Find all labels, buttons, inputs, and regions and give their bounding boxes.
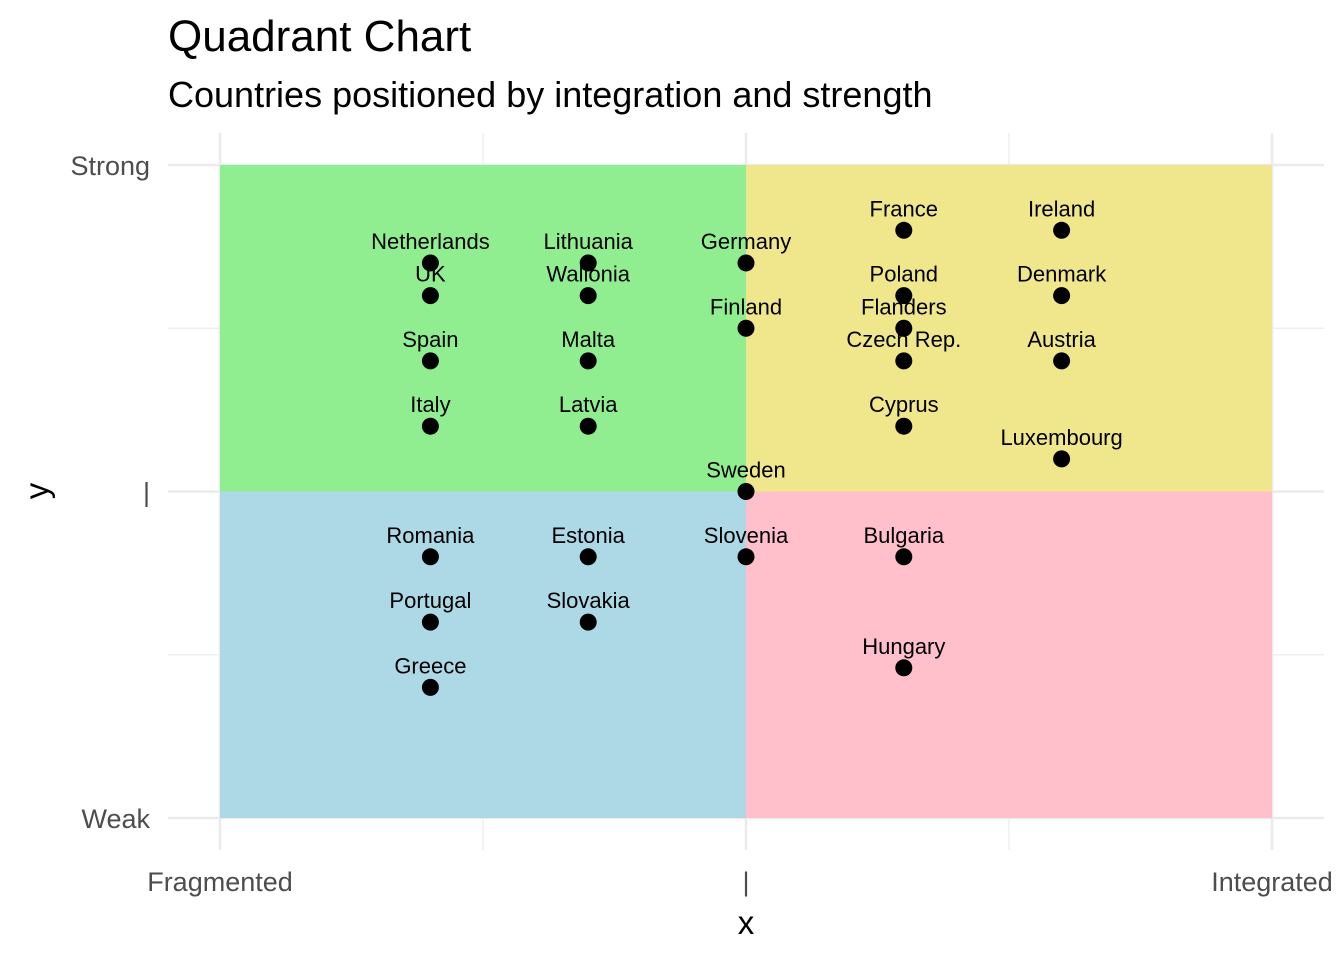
- data-point: [1053, 221, 1071, 239]
- y-tick-label: Weak: [81, 804, 150, 834]
- data-point: [579, 254, 597, 272]
- x-tick-label: |: [742, 867, 749, 897]
- point-layer: [421, 221, 1071, 696]
- data-point: [737, 548, 755, 566]
- data-point: [421, 287, 439, 305]
- point-label: Poland: [870, 262, 939, 287]
- data-point: [421, 417, 439, 435]
- data-point: [895, 221, 913, 239]
- y-tick-label: Strong: [70, 151, 150, 181]
- point-label: Czech Rep.: [846, 327, 961, 352]
- data-point: [421, 254, 439, 272]
- quadrant-bottom-right: [746, 491, 1272, 818]
- quadrant-layer: [220, 165, 1272, 818]
- data-point: [421, 678, 439, 696]
- point-label: Austria: [1027, 327, 1096, 352]
- data-point: [895, 548, 913, 566]
- point-label: Slovenia: [704, 523, 789, 548]
- point-label: Italy: [410, 392, 450, 417]
- point-label: Malta: [561, 327, 616, 352]
- point-label: UK: [415, 262, 446, 287]
- chart-title: Quadrant Chart: [168, 12, 472, 61]
- point-label: France: [870, 196, 938, 221]
- data-point: [421, 548, 439, 566]
- point-label: Flanders: [861, 294, 947, 319]
- data-point: [579, 287, 597, 305]
- data-point: [579, 352, 597, 370]
- point-label: Hungary: [862, 634, 945, 659]
- point-label: Luxembourg: [1000, 425, 1122, 450]
- point-label: Greece: [394, 653, 466, 678]
- point-label: Lithuania: [544, 229, 634, 254]
- data-point: [737, 483, 755, 500]
- data-point: [1053, 287, 1071, 305]
- x-tick-label: Fragmented: [147, 867, 293, 897]
- x-axis-title: x: [738, 904, 755, 941]
- point-label: Denmark: [1017, 262, 1107, 287]
- data-point: [579, 417, 597, 435]
- data-point: [737, 319, 755, 337]
- data-point: [895, 319, 913, 337]
- point-label: Netherlands: [371, 229, 490, 254]
- label-layer: Netherlands UK Spain Italy Lithuania Wallonia…: [371, 196, 1123, 678]
- data-point: [895, 417, 913, 435]
- point-label: Ireland: [1028, 196, 1095, 221]
- data-point: [895, 287, 913, 305]
- point-label: Slovakia: [547, 588, 631, 613]
- point-label: Spain: [402, 327, 458, 352]
- chart-subtitle: Countries positioned by integration and …: [168, 74, 933, 115]
- tick-layer: Fragmented | Integrated Weak | Strong: [70, 151, 1332, 897]
- point-label: Romania: [386, 523, 475, 548]
- data-point: [421, 352, 439, 370]
- point-label: Estonia: [552, 523, 626, 548]
- y-tick-label: |: [143, 478, 150, 508]
- data-point: [895, 352, 913, 370]
- data-point: [895, 659, 913, 677]
- point-label: Cyprus: [869, 392, 939, 417]
- data-point: [579, 613, 597, 631]
- data-point: [579, 548, 597, 566]
- point-label: Latvia: [559, 392, 618, 417]
- y-axis-title: y: [18, 482, 55, 499]
- quadrant-bottom-left: [220, 491, 746, 818]
- data-point: [737, 254, 755, 272]
- data-point: [1053, 450, 1071, 468]
- point-label: Germany: [701, 229, 791, 254]
- quadrant-top-left: [220, 165, 746, 492]
- x-tick-label: Integrated: [1211, 867, 1333, 897]
- point-label: Sweden: [706, 458, 786, 483]
- point-label: Finland: [710, 294, 782, 319]
- point-label: Wallonia: [546, 262, 630, 287]
- data-point: [421, 613, 439, 631]
- point-label: Portugal: [389, 588, 471, 613]
- point-label: Bulgaria: [863, 523, 944, 548]
- data-point: [1053, 352, 1071, 370]
- quadrant-top-right: [746, 165, 1272, 492]
